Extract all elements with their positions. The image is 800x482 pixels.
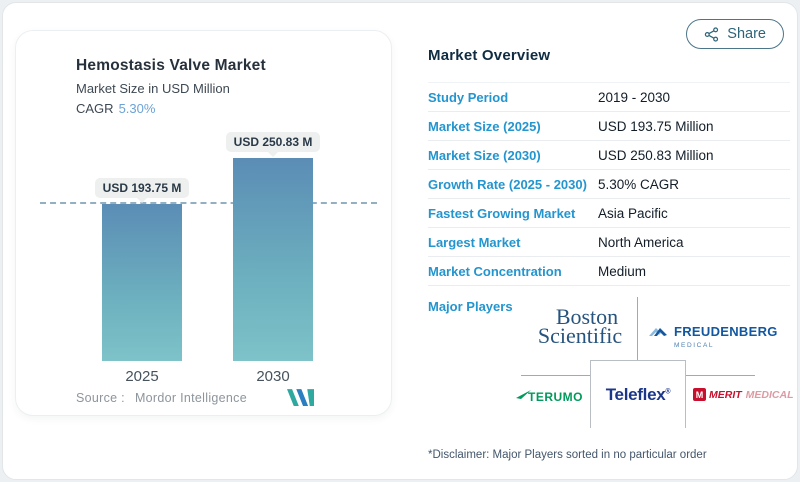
overview-table: Study Period 2019 - 2030 Market Size (20…: [428, 82, 790, 286]
share-button-label: Share: [727, 26, 766, 42]
terumo-logo: TERUMO: [516, 389, 586, 404]
x-axis-label-2030: 2030: [256, 368, 290, 385]
row-label: Market Concentration: [428, 263, 562, 279]
freudenberg-name: FREUDENBERG: [674, 324, 778, 339]
table-row-market-size-2025: Market Size (2025) USD 193.75 Million: [428, 112, 790, 141]
bar-2030: [233, 158, 313, 361]
merit-sub: MEDICAL: [745, 388, 794, 401]
share-icon: [704, 26, 719, 42]
players-connector-left: [521, 375, 590, 376]
boston-scientific-line1: Boston: [555, 304, 619, 329]
source-label: Source :: [76, 391, 125, 405]
row-value: 5.30% CAGR: [598, 176, 680, 192]
reference-dashed-line: [40, 202, 377, 204]
source-value: Mordor Intelligence: [134, 391, 247, 405]
table-row-market-size-2030: Market Size (2030) USD 250.83 Million: [428, 141, 790, 170]
row-value: North America: [598, 234, 684, 250]
chart-subtitle: Market Size in USD Million: [76, 81, 230, 96]
row-value: 2019 - 2030: [598, 89, 671, 105]
freudenberg-medical-logo: FREUDENBERG MEDICAL: [648, 324, 778, 349]
terumo-swoosh-icon: [516, 389, 531, 399]
x-axis-label-2025: 2025: [125, 368, 159, 385]
bar-label-pointer: [268, 152, 278, 157]
source-row: Source : Mordor Intelligence: [76, 389, 371, 406]
chart-card: Hemostasis Valve Market Market Size in U…: [15, 30, 392, 416]
row-label: Market Size (2030): [428, 147, 541, 163]
mordor-intelligence-logo-icon: [287, 389, 314, 406]
table-row-largest-market: Largest Market North America: [428, 228, 790, 257]
market-overview-panel: Market Overview Study Period 2019 - 2030…: [428, 47, 794, 477]
row-value: Asia Pacific: [598, 205, 668, 221]
table-row-study-period: Study Period 2019 - 2030: [428, 83, 790, 112]
players-connector-right: [686, 375, 755, 376]
table-row-fastest-growing-market: Fastest Growing Market Asia Pacific: [428, 199, 790, 228]
bar-chart-plot: USD 193.75 M 2025 USD 250.83 M 2030: [16, 132, 391, 388]
bar-value-label-2030: USD 250.83 M: [225, 132, 321, 152]
boston-scientific-line2: Scientific: [537, 323, 623, 349]
disclaimer-text: *Disclaimer: Major Players sorted in no …: [428, 449, 707, 461]
cagr-value: 5.30%: [118, 101, 156, 116]
panel-title: Market Overview: [428, 47, 551, 64]
bar-label-pointer: [137, 198, 147, 203]
table-row-growth-rate: Growth Rate (2025 - 2030) 5.30% CAGR: [428, 170, 790, 199]
chart-cagr-line: CAGR 5.30%: [76, 101, 266, 116]
major-players-label: Major Players: [428, 299, 513, 314]
chart-title: Hemostasis Valve Market: [76, 57, 266, 74]
merit-name: MERIT: [709, 388, 742, 401]
cagr-label: CAGR: [76, 101, 114, 116]
merit-m-icon: M: [693, 388, 706, 401]
terumo-name: TERUMO: [528, 390, 583, 404]
freudenberg-sub: MEDICAL: [674, 342, 715, 349]
bar-group-2025: USD 193.75 M 2025: [94, 178, 190, 388]
row-label: Growth Rate (2025 - 2030): [428, 176, 587, 192]
row-value: USD 193.75 Million: [598, 118, 714, 134]
bar-group-2030: USD 250.83 M 2030: [225, 132, 321, 388]
chart-header: Hemostasis Valve Market Market Size in U…: [76, 57, 266, 116]
row-label: Fastest Growing Market: [428, 205, 576, 221]
boston-scientific-logo: Boston Scientific: [520, 304, 640, 349]
share-button[interactable]: Share: [686, 19, 784, 49]
teleflex-logo-box: Teleflex®: [590, 360, 686, 428]
players-connector-vertical: [637, 297, 638, 360]
row-label: Study Period: [428, 89, 509, 105]
row-label: Market Size (2025): [428, 118, 541, 134]
bar-2025: [102, 204, 182, 361]
row-label: Largest Market: [428, 234, 521, 250]
row-value: Medium: [598, 263, 647, 279]
bar-value-label-2025: USD 193.75 M: [94, 178, 190, 198]
registered-mark: ®: [665, 387, 671, 395]
table-row-market-concentration: Market Concentration Medium: [428, 257, 790, 286]
teleflex-logo: Teleflex®: [605, 384, 671, 404]
merit-medical-logo: M MERIT MEDICAL: [693, 388, 794, 401]
freudenberg-mountain-icon: [648, 324, 668, 349]
row-value: USD 250.83 Million: [598, 147, 714, 163]
